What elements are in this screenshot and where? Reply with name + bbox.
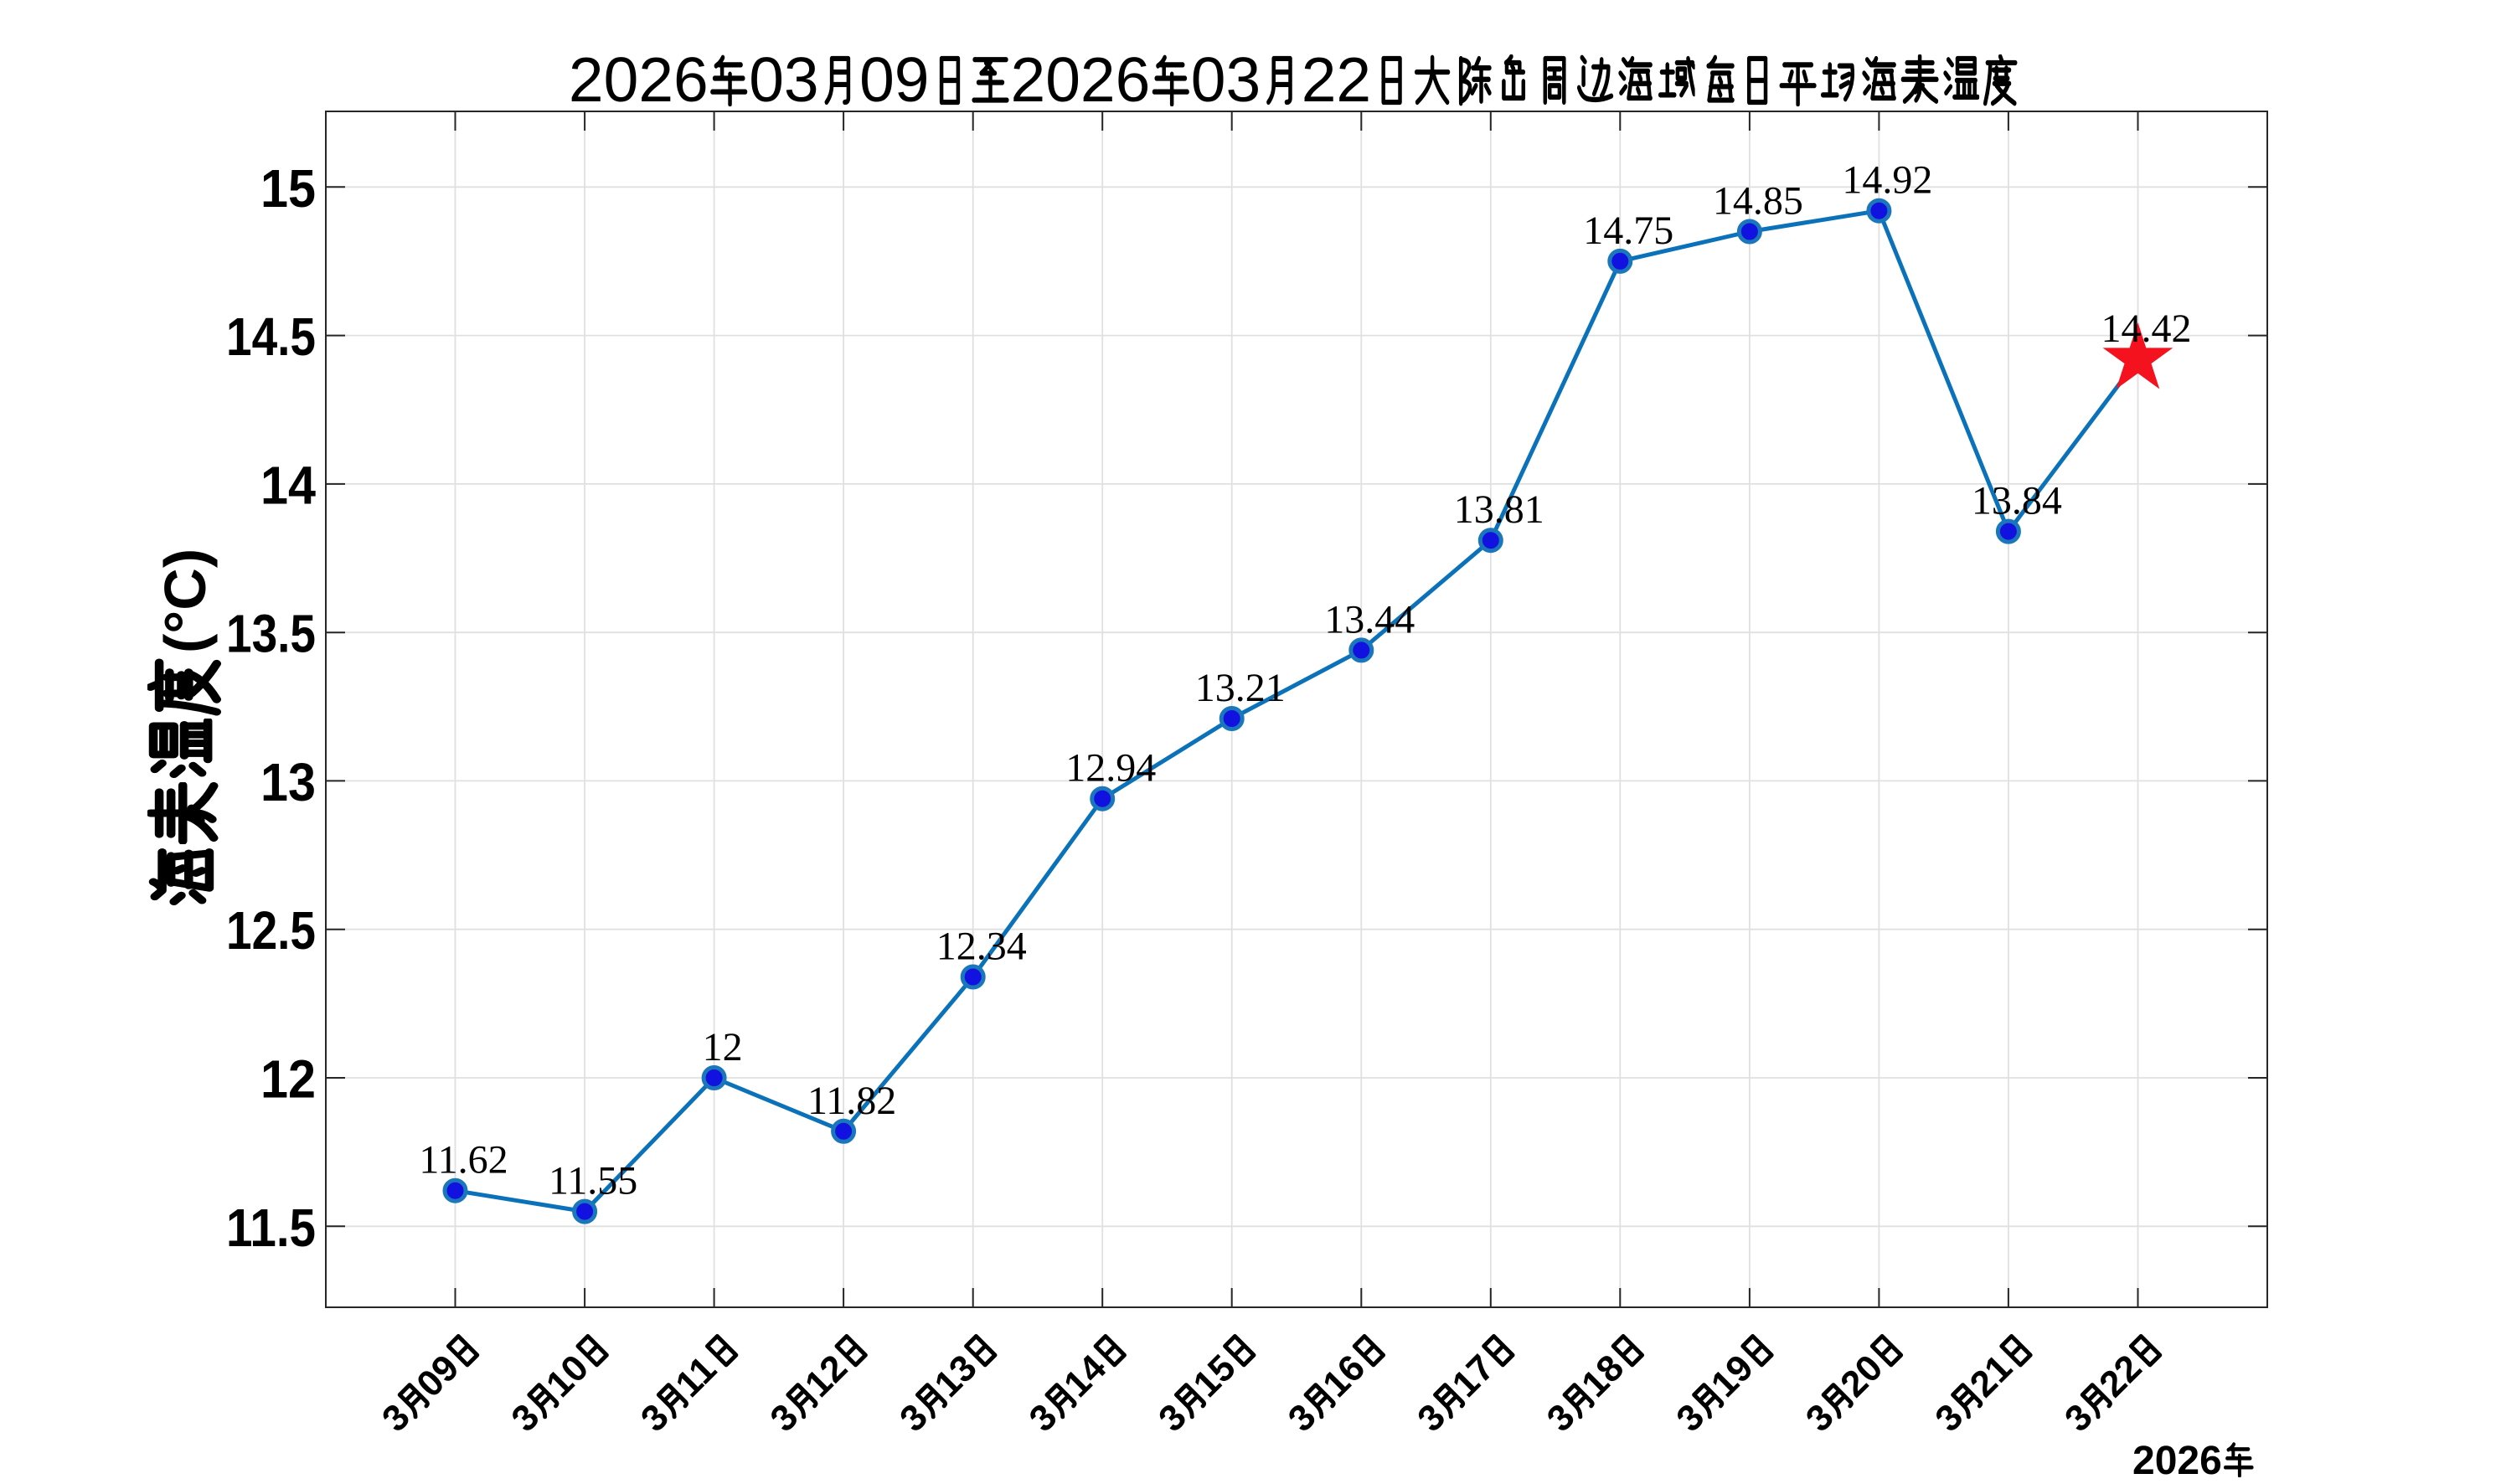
- svg-text:2026: 2026: [1011, 44, 1151, 115]
- svg-text:13.81: 13.81: [1454, 487, 1544, 532]
- svg-text:13.84: 13.84: [1972, 479, 2062, 523]
- svg-text:14.85: 14.85: [1713, 179, 1803, 224]
- svg-text:12: 12: [260, 1049, 316, 1110]
- svg-text:12.5: 12.5: [226, 900, 316, 961]
- svg-text:11.62: 11.62: [419, 1138, 508, 1183]
- svg-text:13.44: 13.44: [1324, 597, 1415, 642]
- svg-text:14.42: 14.42: [2101, 307, 2192, 351]
- svg-text:11.5: 11.5: [226, 1198, 316, 1258]
- svg-text:13.5: 13.5: [226, 604, 316, 664]
- svg-text:09: 09: [859, 44, 929, 115]
- svg-text:2026: 2026: [569, 44, 709, 115]
- svg-text:11.82: 11.82: [807, 1079, 896, 1123]
- svg-text:12: 12: [703, 1025, 743, 1069]
- svg-text:15: 15: [260, 158, 316, 219]
- svg-text:14.75: 14.75: [1583, 209, 1673, 253]
- svg-text:11.55: 11.55: [549, 1159, 637, 1203]
- svg-text:12.34: 12.34: [936, 925, 1027, 969]
- svg-text:03: 03: [749, 44, 818, 115]
- svg-text:13.21: 13.21: [1195, 666, 1286, 710]
- svg-text:14.92: 14.92: [1842, 158, 1932, 203]
- svg-text:2026: 2026: [2132, 1439, 2222, 1480]
- svg-text:12.94: 12.94: [1065, 746, 1156, 791]
- svg-text:03: 03: [1191, 44, 1261, 115]
- svg-text:14.5: 14.5: [226, 307, 316, 367]
- svg-text:22: 22: [1302, 44, 1371, 115]
- svg-text:13: 13: [260, 752, 316, 812]
- svg-text:14: 14: [260, 455, 316, 515]
- svg-text:(°C): (°C): [152, 549, 218, 653]
